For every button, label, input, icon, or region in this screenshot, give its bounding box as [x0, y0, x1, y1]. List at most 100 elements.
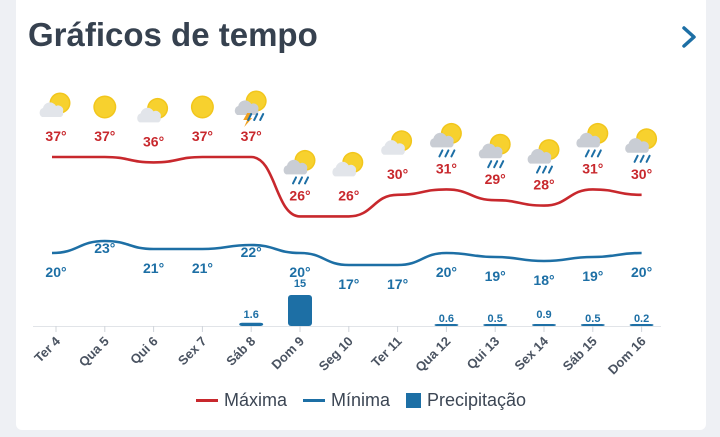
max-temp-label: 26° — [338, 187, 359, 203]
chart-legend: Máxima Mínima Precipitação — [16, 390, 706, 411]
x-axis-category-label: Sáb 8 — [223, 334, 258, 369]
precip-bar — [288, 294, 312, 326]
rain-drop — [259, 113, 265, 121]
min-temp-label: 20° — [45, 264, 66, 280]
legend-max-label: Máxima — [223, 390, 287, 410]
cloud-shape — [283, 159, 308, 175]
sun-disc — [94, 97, 115, 117]
rain-weather-icon — [625, 128, 658, 163]
min-temp-label: 20° — [631, 264, 652, 280]
weather-charts-card: Gráficos de tempo 1.6 15 0.6 0.5 0.9 0.5 0.2 37… — [16, 0, 706, 430]
precip-label: 0.6 — [439, 313, 454, 325]
min-temp-label: 20° — [289, 264, 310, 280]
rain-drop — [645, 154, 651, 163]
sun-weather-icon — [93, 95, 117, 119]
precip-label: 0.5 — [585, 313, 600, 325]
legend-precip: Precipitação — [405, 390, 527, 411]
rain-drop — [493, 160, 499, 169]
precip-bar — [629, 324, 654, 326]
rain-drop — [292, 176, 297, 185]
max-temp-label: 37° — [241, 128, 262, 144]
cloud-shape — [625, 138, 649, 153]
precip-label: 0.9 — [536, 309, 551, 321]
temperature-chart: 1.6 15 0.6 0.5 0.9 0.5 0.2 37° 37° 36° 37° 37° 26° 26… — [31, 90, 661, 378]
rain-drop — [639, 154, 645, 163]
precip-label: 0.2 — [634, 313, 649, 325]
sun-cloud-weather-icon — [332, 151, 364, 177]
rain-drop — [584, 149, 590, 158]
min-temp-label: 20° — [436, 264, 457, 280]
min-temp-label: 21° — [143, 260, 164, 276]
rain-drop — [253, 113, 259, 121]
x-axis-category-label: Ter 11 — [368, 334, 405, 371]
min-temp-label: 19° — [582, 268, 603, 284]
max-temp-label: 36° — [143, 133, 164, 149]
cloud-shape — [39, 102, 64, 117]
cloud-shape — [137, 107, 161, 123]
x-axis-category-label: Dom 16 — [605, 334, 649, 378]
rain-drop — [298, 176, 303, 185]
legend-precip-swatch — [405, 393, 421, 408]
min-temp-label: 21° — [192, 260, 213, 276]
min-temp-label: 17° — [338, 276, 359, 292]
legend-max: Máxima — [195, 390, 287, 411]
page-title: Gráficos de tempo — [28, 16, 318, 53]
max-temp-label: 37° — [94, 128, 115, 144]
x-axis-category-label: Qui 13 — [464, 334, 503, 373]
max-temp-label: 30° — [387, 166, 408, 182]
x-axis-category-label: Sex 7 — [175, 334, 210, 369]
cloud-shape — [527, 148, 552, 164]
rain-drop — [633, 154, 639, 163]
rain-weather-icon — [527, 139, 560, 174]
sun-weather-icon — [190, 95, 214, 119]
precip-bar — [483, 324, 508, 326]
legend-min: Mínima — [302, 390, 390, 411]
rain-weather-icon — [283, 149, 316, 185]
legend-precip-label: Precipitação — [426, 390, 527, 410]
chevron-right-icon[interactable] — [676, 22, 702, 52]
max-temp-label: 28° — [533, 177, 554, 193]
rain-drop — [247, 113, 253, 121]
sun-cloud-weather-icon — [381, 130, 413, 155]
precip-bar — [580, 324, 605, 326]
rain-drop — [536, 165, 541, 174]
legend-min-label: Mínima — [330, 390, 390, 410]
cloud-shape — [332, 161, 357, 177]
min-temp-label: 22° — [241, 244, 262, 260]
x-axis-category-label: Sex 14 — [511, 333, 551, 373]
cloud-shape — [430, 132, 454, 148]
precip-bar — [239, 322, 264, 326]
max-temp-label: 30° — [631, 166, 652, 182]
rain-drop — [590, 149, 596, 158]
x-axis-category-label: Sáb 15 — [560, 334, 600, 374]
x-axis-category-label: Qua 5 — [76, 334, 112, 370]
rain-drop — [444, 149, 450, 158]
x-axis-category-label: Qui 6 — [127, 334, 161, 368]
sun-cloud-weather-icon — [137, 97, 169, 123]
rain-drop — [450, 149, 456, 158]
sun-cloud-weather-icon — [39, 92, 71, 117]
storm-weather-icon — [234, 90, 267, 127]
precip-bar — [532, 324, 556, 326]
rain-drop — [542, 165, 547, 174]
rain-drop — [487, 160, 493, 169]
rain-drop — [499, 160, 505, 169]
min-temp-label: 19° — [485, 268, 506, 284]
x-axis-category-label: Ter 4 — [31, 333, 63, 365]
cloud-shape — [478, 143, 503, 159]
x-axis-category-label: Seg 10 — [316, 334, 356, 374]
cloud-shape — [381, 140, 405, 155]
max-temp-line — [52, 155, 642, 218]
min-temp-label: 23° — [94, 240, 115, 256]
x-axis-category-label: Dom 9 — [268, 334, 307, 373]
max-temp-label: 26° — [289, 187, 310, 203]
cloud-shape — [234, 100, 259, 115]
precip-label: 15 — [294, 278, 306, 290]
precip-bar — [434, 324, 459, 326]
rain-drop — [596, 149, 602, 158]
precip-label: 0.5 — [488, 313, 503, 325]
rain-weather-icon — [430, 122, 462, 158]
cloud-shape — [576, 132, 601, 148]
precip-label: 1.6 — [244, 309, 259, 321]
max-temp-label: 37° — [45, 128, 66, 144]
